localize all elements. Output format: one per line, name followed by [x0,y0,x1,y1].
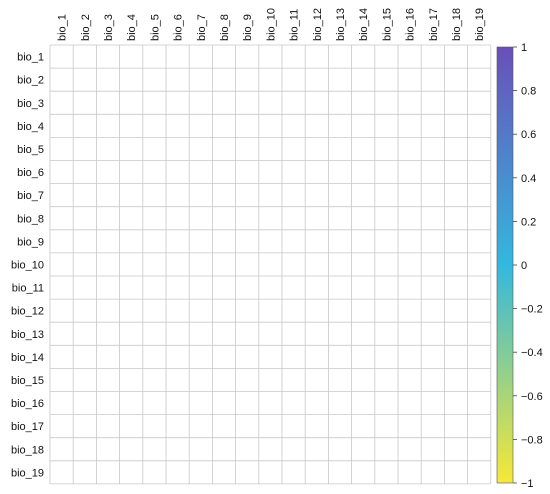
col-label-bio_18: bio_18 [451,8,463,41]
col-label-bio_9: bio_9 [242,14,254,41]
row-label-bio_2: bio_2 [17,75,44,87]
row-label-bio_12: bio_12 [11,306,44,318]
col-label-bio_1: bio_1 [57,14,69,41]
col-label-bio_2: bio_2 [80,14,92,41]
colorbar-tick-label: 1 [521,42,527,54]
row-label-bio_11: bio_11 [12,283,44,295]
colorbar-tick-label: −0.2 [521,304,543,316]
colorbar-tick-label: 0.6 [521,129,536,141]
row-label-bio_9: bio_9 [17,236,44,248]
col-label-bio_7: bio_7 [196,14,208,41]
col-label-bio_5: bio_5 [149,14,161,41]
col-label-bio_16: bio_16 [405,8,417,41]
col-label-bio_6: bio_6 [173,14,185,41]
row-label-bio_13: bio_13 [11,329,44,341]
colorbar-tick-label: 0.4 [521,173,536,185]
row-label-bio_18: bio_18 [11,444,44,456]
row-label-bio_14: bio_14 [11,352,44,364]
row-label-bio_10: bio_10 [11,259,44,271]
col-label-bio_19: bio_19 [474,8,486,41]
colorbar: 1 0.8 0.6 0.4 0.2 0 −0.2 −0.4 −0.6 −0.8 −1 [496,42,543,490]
col-label-bio_13: bio_13 [335,8,347,41]
row-label-bio_8: bio_8 [17,213,44,225]
plot-background [50,45,491,484]
col-label-bio_15: bio_15 [381,8,393,41]
row-label-bio_19: bio_19 [11,467,44,479]
col-label-bio_8: bio_8 [219,14,231,41]
row-label-bio_5: bio_5 [17,144,44,156]
colorbar-tick-label: −0.4 [521,347,543,359]
row-label-bio_7: bio_7 [17,190,44,202]
row-label-bio_15: bio_15 [11,375,44,387]
colorbar-tick-label: 0 [521,260,527,272]
colorbar-tick-label: 0.2 [521,216,536,228]
colorbar-tick-label: −1 [521,478,534,490]
row-label-bio_17: bio_17 [11,421,44,433]
colorbar-tick-label: −0.6 [521,391,543,403]
row-label-bio_1: bio_1 [17,52,44,64]
row-label-bio_4: bio_4 [17,121,44,133]
col-label-bio_11: bio_11 [289,9,301,41]
col-label-bio_10: bio_10 [265,8,277,41]
axis-labels: bio_1 bio_1 bio_2 bio_2 bio_3 bio_3 bio_4 bio_4… [11,8,486,479]
col-label-bio_4: bio_4 [126,14,138,41]
row-label-bio_6: bio_6 [17,167,44,179]
row-label-bio_16: bio_16 [11,398,44,410]
row-label-bio_3: bio_3 [17,98,44,110]
col-label-bio_14: bio_14 [358,8,370,41]
colorbar-gradient [496,46,514,484]
colorbar-tick-label: −0.8 [521,434,543,446]
col-label-bio_3: bio_3 [103,14,115,41]
colorbar-tick-label: 0.8 [521,86,536,98]
col-label-bio_12: bio_12 [312,8,324,41]
col-label-bio_17: bio_17 [428,8,440,41]
grid [49,44,492,485]
